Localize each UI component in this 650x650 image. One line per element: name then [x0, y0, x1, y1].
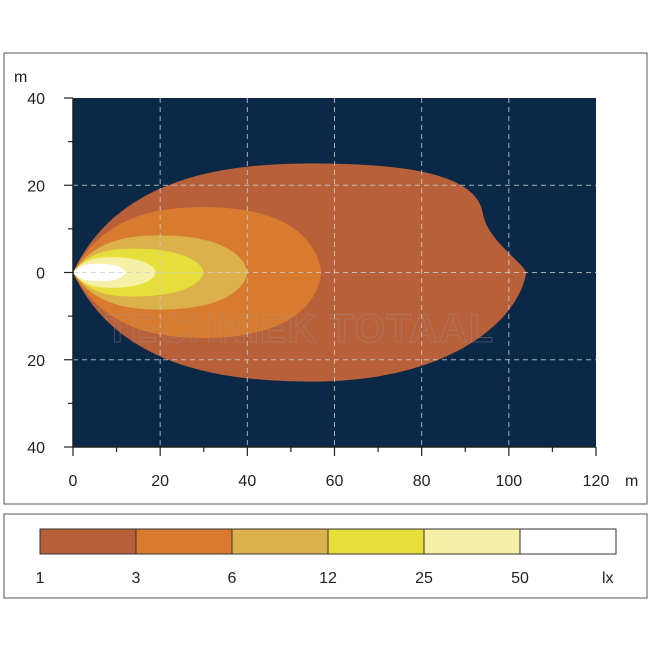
x-tick-label: 120 — [583, 473, 610, 490]
lux-zone-50 — [73, 263, 126, 282]
legend-label: 50 — [511, 570, 529, 587]
legend-swatch-12 — [327, 528, 425, 555]
x-axis-unit: m — [625, 473, 638, 490]
y-tick-label: 40 — [27, 91, 45, 108]
legend: 1 3 6 12 25 50 — [36, 528, 617, 587]
y-tick-label: 20 — [27, 178, 45, 195]
legend-label: 3 — [132, 570, 141, 587]
legend-swatch-3 — [135, 528, 233, 555]
legend-frame — [3, 513, 648, 599]
watermark-text: TECHNIEK TOTAAL — [105, 307, 494, 351]
y-axis-unit: m — [14, 69, 27, 86]
legend-label: 6 — [228, 570, 237, 587]
x-tick-label: 40 — [238, 473, 256, 490]
legend-swatch-25 — [423, 528, 521, 555]
x-tick-label: 80 — [413, 473, 431, 490]
legend-label: 25 — [415, 570, 433, 587]
legend-label: 12 — [319, 570, 337, 587]
x-tick-label: 20 — [151, 473, 169, 490]
x-tick-label: 100 — [495, 473, 522, 490]
x-tick-label: 60 — [326, 473, 344, 490]
legend-swatch-6 — [231, 528, 329, 555]
legend-swatch-50 — [519, 528, 617, 555]
grid-lines — [73, 98, 596, 447]
legend-unit: lx — [602, 570, 614, 587]
legend-label: 1 — [36, 570, 45, 587]
y-tick-label: 20 — [27, 353, 45, 370]
axes: 40 20 0 20 40 0 20 40 60 80 100 120 — [27, 91, 609, 490]
y-tick-label: 0 — [36, 266, 45, 283]
legend-swatch-1 — [39, 528, 137, 555]
y-tick-label: 40 — [27, 440, 45, 457]
x-tick-label: 0 — [69, 473, 78, 490]
